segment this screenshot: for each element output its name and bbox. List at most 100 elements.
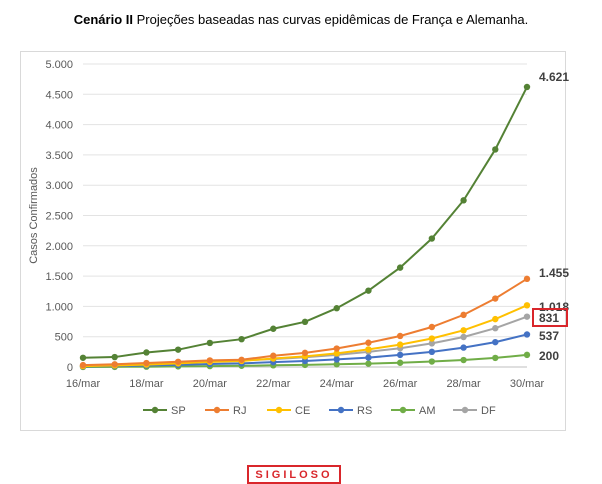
data-point-rs: [301, 357, 309, 365]
data-point-rj: [270, 352, 277, 359]
legend-label-am: AM: [419, 405, 436, 417]
legend-marker-am: [399, 406, 407, 414]
caption-text: Projeções baseadas nas curvas epidêmicas…: [132, 12, 529, 27]
data-point-am: [428, 358, 436, 365]
caption-bold: Cenário II: [73, 12, 133, 27]
y-axis-label: Casos Confirmados: [28, 167, 40, 264]
data-point-rj: [111, 361, 118, 368]
x-tick-label: 24/mar: [320, 378, 355, 390]
data-point-am: [492, 354, 499, 362]
legend-label-sp: SP: [171, 405, 186, 417]
y-tick-label: 500: [55, 332, 73, 344]
x-tick-label: 20/mar: [193, 378, 228, 390]
data-point-rj: [523, 275, 531, 283]
data-point-rj: [365, 339, 372, 346]
end-label-sp: 4.621: [539, 70, 569, 84]
data-point-sp: [270, 325, 277, 332]
data-point-rj: [428, 323, 436, 331]
data-point-rs: [523, 331, 531, 338]
x-tick-label: 26/mar: [383, 378, 418, 390]
data-point-sp: [460, 197, 467, 204]
y-tick-label: 4.000: [45, 120, 73, 132]
y-tick-label: 1.500: [45, 271, 73, 283]
x-tick-label: 18/mar: [129, 378, 164, 390]
data-point-ce: [492, 315, 499, 323]
data-point-sp: [206, 339, 214, 347]
y-tick-label: 1.000: [45, 301, 73, 313]
data-point-rs: [333, 356, 340, 363]
data-point-sp: [523, 83, 531, 91]
data-point-ce: [365, 346, 372, 353]
data-point-sp: [143, 349, 150, 356]
data-point-sp: [301, 318, 309, 326]
legend-label-ce: CE: [295, 405, 310, 417]
data-point-rs: [492, 338, 499, 346]
data-point-rj: [174, 358, 182, 365]
data-point-ce: [523, 302, 531, 309]
data-point-rs: [460, 344, 467, 351]
legend-marker-ce: [275, 406, 283, 414]
data-point-am: [365, 360, 372, 367]
data-point-df: [523, 313, 531, 320]
data-point-rj: [143, 359, 150, 367]
chart-frame: [20, 51, 566, 431]
data-point-rj: [206, 357, 214, 364]
y-tick-label: 5.000: [45, 59, 73, 71]
y-tick-label: 4.500: [45, 89, 73, 101]
data-point-rj: [396, 332, 404, 340]
data-point-sp: [492, 146, 499, 153]
data-point-ce: [396, 341, 404, 348]
data-point-ce: [428, 335, 436, 342]
x-tick-label: 22/mar: [256, 378, 291, 390]
legend-marker-rj: [213, 406, 221, 414]
data-point-ce: [460, 327, 467, 334]
data-point-sp: [396, 264, 404, 271]
data-point-rj: [238, 356, 245, 363]
y-tick-label: 3.000: [45, 180, 73, 192]
data-point-sp: [333, 305, 340, 312]
data-point-sp: [79, 354, 87, 361]
end-label-ce: 1.018: [539, 300, 569, 314]
data-point-sp: [365, 287, 372, 294]
data-point-am: [396, 359, 404, 366]
data-point-ce: [333, 350, 340, 357]
chart-caption: Cenário II Projeções baseadas nas curvas…: [0, 12, 602, 27]
y-tick-label: 2.500: [45, 211, 73, 223]
data-point-rj: [492, 295, 499, 302]
legend-marker-df: [461, 406, 469, 414]
end-label-df: 831: [539, 311, 559, 325]
data-point-am: [333, 361, 340, 368]
y-tick-label: 3.500: [45, 150, 73, 162]
data-point-rs: [396, 351, 404, 359]
x-tick-label: 28/mar: [446, 378, 481, 390]
legend-label-rs: RS: [357, 405, 372, 417]
y-tick-label: 2.000: [45, 241, 73, 253]
data-point-am: [523, 351, 531, 359]
x-tick-label: 16/mar: [66, 378, 101, 390]
end-label-rs: 537: [539, 329, 559, 343]
data-point-rj: [79, 361, 87, 369]
legend-marker-rs: [337, 406, 345, 414]
data-point-rj: [460, 311, 467, 319]
y-tick-label: 0: [67, 362, 73, 374]
highlight-box: [532, 308, 568, 327]
data-point-sp: [238, 335, 245, 343]
classification-stamp: SIGILOSO: [247, 465, 341, 484]
legend-label-rj: RJ: [233, 405, 246, 417]
data-point-rs: [428, 348, 436, 356]
data-point-df: [428, 340, 436, 347]
data-point-rs: [365, 354, 372, 361]
legend-label-df: DF: [481, 405, 496, 417]
data-point-sp: [111, 353, 118, 361]
data-point-sp: [174, 346, 182, 353]
data-point-df: [492, 325, 499, 332]
data-point-rj: [301, 349, 309, 357]
data-point-am: [460, 356, 467, 364]
data-point-sp: [428, 235, 436, 242]
legend-marker-sp: [151, 406, 159, 414]
data-point-df: [460, 333, 467, 341]
x-tick-label: 30/mar: [510, 378, 545, 390]
data-point-rj: [333, 345, 340, 352]
end-label-rj: 1.455: [539, 266, 569, 280]
